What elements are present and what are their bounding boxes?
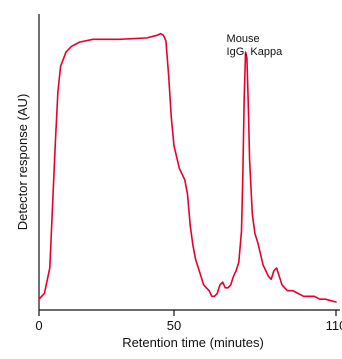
x-tick-label: 110 (326, 318, 342, 333)
x-tick-label: 0 (35, 318, 42, 333)
peak-annotation-line: Mouse (227, 33, 260, 45)
series-line-0 (38, 32, 337, 303)
x-ticks: 0 50 110 (35, 310, 342, 333)
x-axis-label: Retention time (minutes) (122, 335, 264, 350)
series-layer (38, 32, 337, 303)
peak-annotation-line: IgG, Kappa (227, 46, 284, 58)
axes (38, 14, 340, 311)
y-axis-label: Detector response (AU) (15, 94, 30, 231)
x-tick-label: 50 (167, 318, 181, 333)
